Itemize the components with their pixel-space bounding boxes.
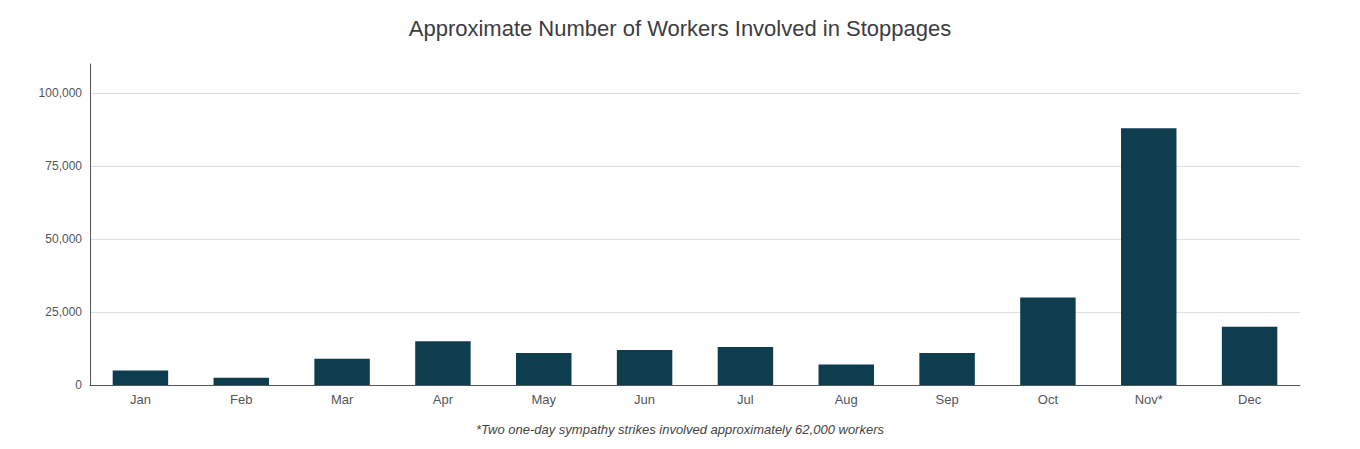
svg-text:Approximate Number of Workers: Approximate Number of Workers Involved i… xyxy=(409,16,952,41)
svg-text:Jun: Jun xyxy=(634,392,655,407)
svg-text:Aug: Aug xyxy=(835,392,858,407)
svg-text:Nov*: Nov* xyxy=(1135,392,1163,407)
svg-text:*Two one-day sympathy strikes: *Two one-day sympathy strikes involved a… xyxy=(476,422,884,437)
svg-text:Dec: Dec xyxy=(1238,392,1262,407)
svg-text:75,000: 75,000 xyxy=(45,159,82,173)
svg-text:Jan: Jan xyxy=(130,392,151,407)
svg-text:Jul: Jul xyxy=(737,392,754,407)
svg-text:25,000: 25,000 xyxy=(45,305,82,319)
svg-text:Feb: Feb xyxy=(230,392,252,407)
svg-text:Mar: Mar xyxy=(331,392,354,407)
svg-text:May: May xyxy=(531,392,556,407)
svg-text:50,000: 50,000 xyxy=(45,232,82,246)
svg-text:Apr: Apr xyxy=(433,392,454,407)
svg-text:Sep: Sep xyxy=(936,392,959,407)
svg-text:100,000: 100,000 xyxy=(39,86,83,100)
svg-text:Oct: Oct xyxy=(1038,392,1059,407)
svg-text:0: 0 xyxy=(75,378,82,392)
